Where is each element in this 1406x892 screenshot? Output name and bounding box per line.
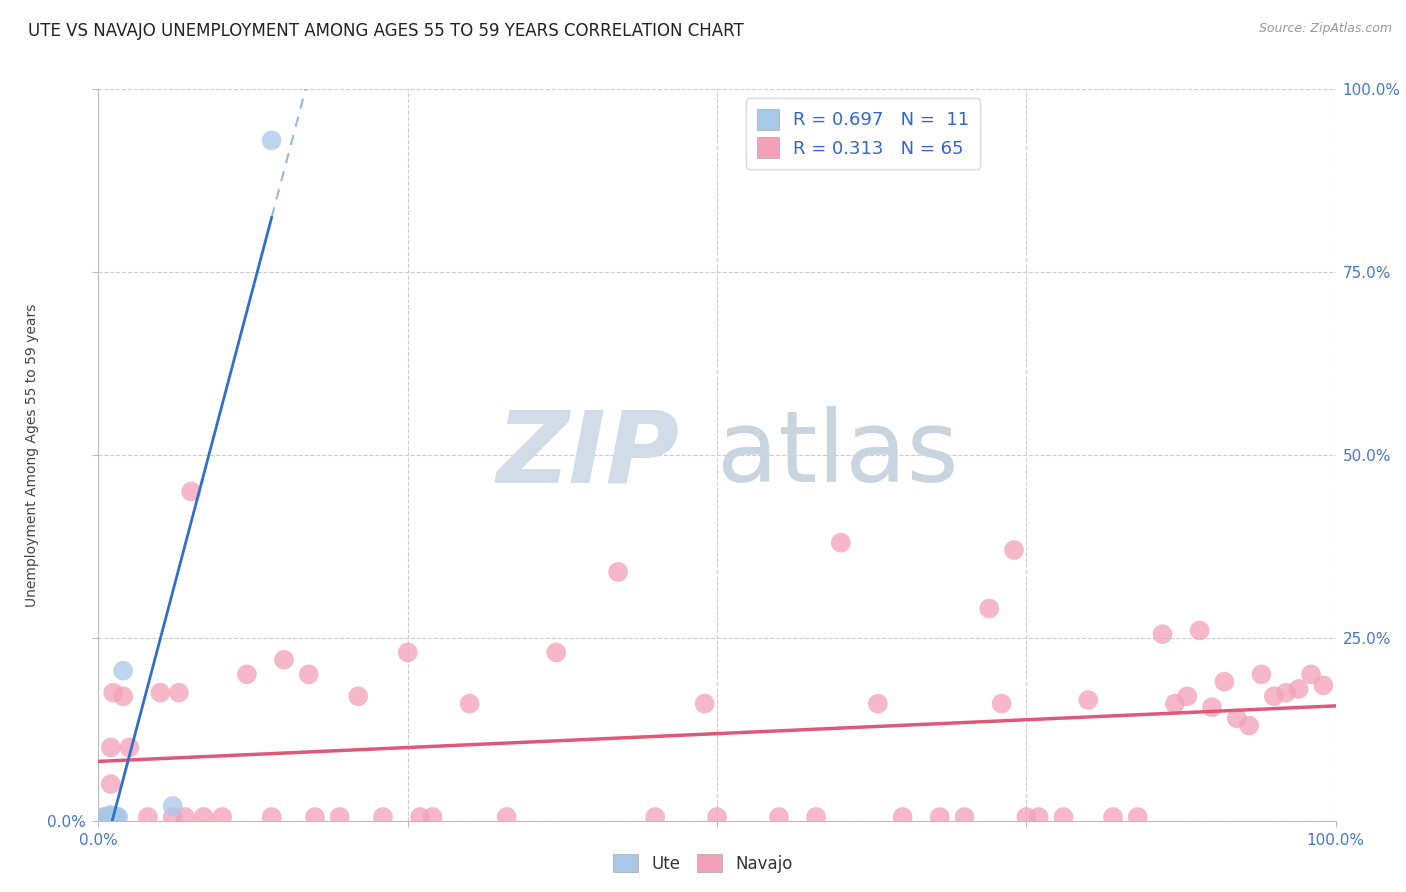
Text: ZIP: ZIP [496, 407, 681, 503]
Point [97, 810, 120, 824]
Point [1188, 624, 1211, 638]
Point [298, 667, 321, 681]
Point [1052, 810, 1074, 824]
Point [1201, 700, 1223, 714]
Point [103, 810, 125, 824]
Point [260, 810, 283, 824]
Point [1164, 697, 1187, 711]
Y-axis label: Unemployment Among Ages 55 to 59 years: Unemployment Among Ages 55 to 59 years [25, 303, 39, 607]
Point [1237, 718, 1260, 732]
Point [273, 653, 295, 667]
Point [495, 810, 517, 824]
Point [866, 697, 889, 711]
Point [1175, 690, 1198, 704]
Point [162, 799, 184, 814]
Point [1002, 543, 1025, 558]
Point [768, 810, 790, 824]
Point [953, 810, 976, 824]
Point [371, 810, 394, 824]
Point [149, 686, 172, 700]
Point [304, 810, 326, 824]
Point [93, 810, 115, 824]
Point [347, 690, 370, 704]
Point [804, 810, 827, 824]
Point [103, 686, 125, 700]
Point [1028, 810, 1050, 824]
Point [100, 740, 122, 755]
Point [1288, 681, 1310, 696]
Point [96, 810, 118, 824]
Point [1015, 810, 1038, 824]
Text: atlas: atlas [717, 407, 959, 503]
Point [107, 810, 129, 824]
Point [1250, 667, 1272, 681]
Point [112, 664, 135, 678]
Point [105, 810, 128, 824]
Point [396, 645, 419, 659]
Point [693, 697, 716, 711]
Point [409, 810, 432, 824]
Point [162, 810, 184, 824]
Point [136, 810, 159, 824]
Legend: R = 0.697   N =  11, R = 0.313   N = 65: R = 0.697 N = 11, R = 0.313 N = 65 [747, 98, 980, 169]
Point [1299, 667, 1322, 681]
Point [990, 697, 1012, 711]
Text: UTE VS NAVAJO UNEMPLOYMENT AMONG AGES 55 TO 59 YEARS CORRELATION CHART: UTE VS NAVAJO UNEMPLOYMENT AMONG AGES 55… [28, 22, 744, 40]
Point [329, 810, 352, 824]
Point [928, 810, 950, 824]
Point [1275, 686, 1298, 700]
Point [236, 667, 259, 681]
Text: Source: ZipAtlas.com: Source: ZipAtlas.com [1258, 22, 1392, 36]
Point [93, 810, 115, 824]
Point [180, 484, 202, 499]
Point [97, 810, 120, 824]
Point [891, 810, 914, 824]
Point [1263, 690, 1285, 704]
Point [1077, 693, 1099, 707]
Point [260, 133, 283, 147]
Point [112, 690, 135, 704]
Point [546, 645, 568, 659]
Point [211, 810, 233, 824]
Point [458, 697, 481, 711]
Point [174, 810, 197, 824]
Point [100, 812, 122, 826]
Point [644, 810, 666, 824]
Point [1102, 810, 1125, 824]
Point [193, 810, 215, 824]
Point [1126, 810, 1149, 824]
Point [1226, 711, 1249, 725]
Point [706, 810, 728, 824]
Point [979, 601, 1001, 615]
Point [422, 810, 444, 824]
Point [103, 810, 125, 824]
Point [118, 740, 141, 755]
Legend: Ute, Navajo: Ute, Navajo [606, 847, 800, 880]
Point [100, 807, 122, 822]
Point [1312, 678, 1334, 692]
Point [103, 812, 125, 826]
Point [167, 686, 190, 700]
Point [100, 777, 122, 791]
Point [830, 535, 852, 549]
Point [1213, 674, 1236, 689]
Point [607, 565, 630, 579]
Point [1152, 627, 1174, 641]
